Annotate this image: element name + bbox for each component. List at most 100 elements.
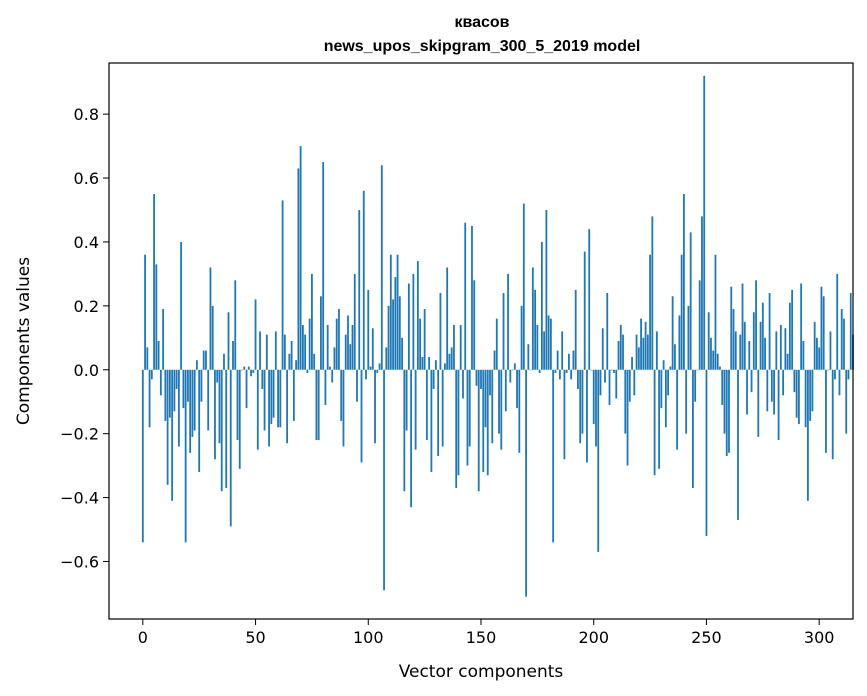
bar [455,369,458,488]
bar [741,283,744,370]
bar [642,337,645,370]
bar [385,347,388,370]
bar [236,369,239,441]
bar [274,331,277,370]
bar [295,360,298,370]
bar [658,369,661,469]
bar [570,369,573,380]
bar [773,369,775,415]
bar [439,293,442,370]
bar [725,369,728,457]
bar [599,369,602,396]
bar [362,190,365,370]
bar [559,369,561,380]
bar [707,312,710,370]
bar [595,369,597,447]
bar [543,331,546,370]
bar [734,331,737,370]
bar [547,315,550,370]
bar [640,318,642,370]
bar [277,369,279,428]
bar [597,369,600,552]
bar [153,194,155,370]
bar [664,369,667,428]
bar [788,302,791,370]
bar [202,350,205,370]
bar [189,369,192,453]
x-tick-label: 200 [578,628,609,647]
bar [698,280,701,370]
bar [457,369,460,476]
bar [509,369,512,383]
bar [610,369,613,371]
bar [484,369,487,428]
bar [662,360,665,370]
bar [247,366,250,370]
bar [225,369,228,488]
bar [313,353,316,370]
bar [471,225,473,370]
bar [644,321,647,370]
bar [631,356,633,370]
bar [491,369,494,444]
bar [522,203,525,370]
bar [495,318,498,370]
bar [520,305,523,370]
bar [586,369,588,463]
y-tick-label: −0.4 [60,489,99,508]
bar [829,331,832,370]
bar [164,369,167,421]
bar [710,337,712,370]
bar [435,360,437,370]
bar [561,331,564,370]
bar [166,369,169,485]
bar [703,75,706,370]
bar [288,353,291,370]
bar [254,299,257,370]
y-tick-label: 0.4 [74,233,99,252]
bar [182,369,185,409]
bar [518,369,521,453]
bar [574,289,577,370]
bar [804,369,807,428]
bar [651,216,654,370]
bar [655,331,658,370]
bar [685,369,688,434]
bar [367,289,370,370]
bar [369,366,372,370]
bar [223,353,225,370]
bar [545,209,548,370]
bar [716,353,719,370]
bar [378,363,381,370]
bar [755,280,757,370]
bar [712,350,715,370]
bar [234,280,237,370]
bar [746,369,748,415]
bar [680,254,683,370]
x-tick-label: 50 [245,628,265,647]
bar [376,369,379,373]
bar [430,369,433,473]
bar [728,369,730,453]
y-tick-label: −0.6 [60,552,99,571]
bar [592,369,595,425]
bar [356,369,358,402]
x-tick-label: 250 [691,628,722,647]
y-tick-label: −0.2 [60,425,99,444]
bar [579,369,582,444]
bar [396,254,399,370]
bar [480,369,482,389]
bar [534,289,537,370]
bar [401,337,403,370]
bar [770,369,773,402]
bar [398,296,401,370]
bar [349,344,352,370]
bar [241,369,243,371]
bar [849,293,852,370]
bar [840,309,843,370]
bar [432,369,435,389]
bar [387,305,390,370]
bar [464,222,467,370]
bar [279,369,282,428]
y-tick-label: 0.6 [74,169,99,188]
